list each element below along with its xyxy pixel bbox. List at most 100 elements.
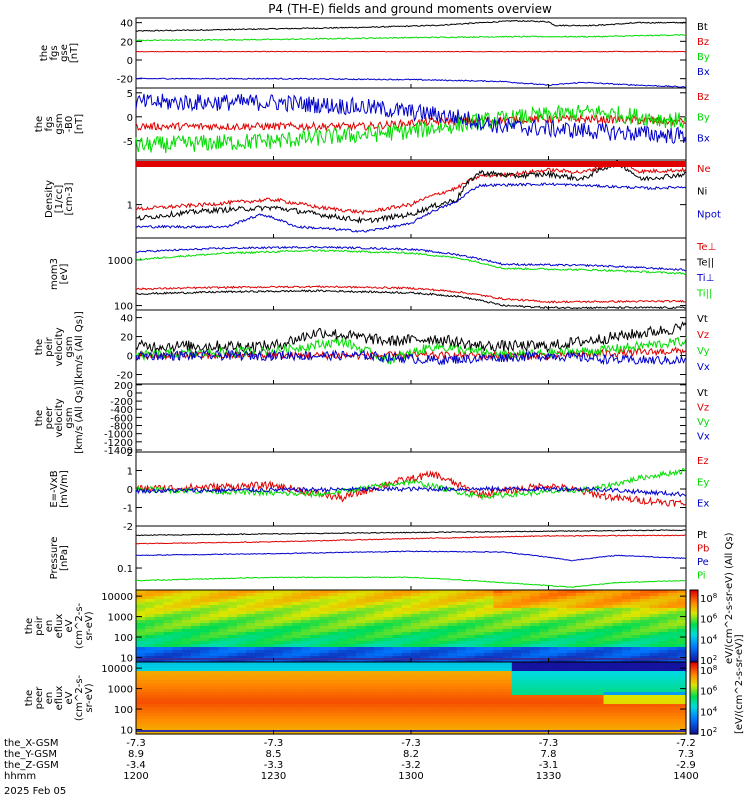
spectrogram-cell	[548, 692, 559, 696]
spectrogram-cell	[612, 629, 623, 633]
spectrogram-cell	[291, 698, 302, 702]
spectrogram-cell	[218, 719, 229, 723]
spectrogram-cell	[631, 638, 641, 642]
spectrogram-cell	[511, 698, 522, 702]
spectrogram-cell	[658, 614, 669, 618]
spectrogram-cell	[649, 617, 660, 621]
spectrogram-cell	[447, 728, 458, 732]
spectrogram-cell	[420, 698, 430, 702]
spectrogram-cell	[136, 659, 146, 663]
spectrogram-cell	[282, 722, 293, 726]
spectrogram-cell	[530, 731, 540, 735]
colorbar-tick: 108	[700, 664, 717, 677]
spectrogram-cell	[163, 677, 174, 681]
spectrogram-cell	[218, 674, 229, 678]
spectrogram-cell	[447, 707, 458, 711]
spectrogram-cell	[640, 647, 650, 651]
spectrogram-cell	[337, 722, 348, 726]
spectrogram-cell	[649, 638, 660, 642]
spectrogram-cell	[631, 617, 641, 621]
spectrogram-cell	[401, 704, 412, 708]
spectrogram-cell	[466, 731, 476, 735]
spectrogram-cell	[511, 638, 522, 642]
ytick-label: 5	[127, 89, 133, 100]
spectrogram-cell	[319, 647, 330, 651]
spectrogram-cell	[493, 650, 504, 654]
spectrogram-cell	[576, 683, 586, 687]
spectrogram-cell	[319, 608, 330, 612]
spectrogram-cell	[585, 653, 595, 657]
colorbar-cell	[690, 626, 698, 629]
panel-ylabel: [km/s (All Qs)]	[74, 311, 85, 383]
spectrogram-cell	[658, 602, 669, 606]
spectrogram-cell	[438, 719, 449, 723]
spectrogram-cell	[209, 719, 220, 723]
spectrogram-cell	[356, 653, 366, 657]
spectrogram-cell	[502, 602, 513, 606]
spectrogram-cell	[539, 671, 550, 675]
spectrogram-cell	[365, 698, 375, 702]
spectrogram-cell	[246, 692, 256, 696]
spectrogram-cell	[475, 707, 485, 711]
spectrogram-cell	[392, 677, 403, 681]
spectrogram-cell	[576, 662, 586, 666]
spectrogram-cell	[264, 653, 275, 657]
spectrogram-cell	[530, 695, 540, 699]
colorbar-cell	[690, 678, 698, 681]
spectrogram-cell	[392, 701, 403, 705]
legend-label: Pe	[697, 557, 709, 568]
spectrogram-cell	[447, 602, 458, 606]
spectrogram-cell	[365, 617, 375, 621]
spectrogram-cell	[548, 731, 559, 735]
spectrogram-cell	[612, 677, 623, 681]
spectrogram-cell	[209, 659, 220, 663]
spectrogram-cell	[603, 650, 614, 654]
spectrogram-cell	[328, 665, 339, 669]
spectrogram-cell	[291, 707, 302, 711]
spectrogram-cell	[676, 608, 687, 612]
spectrogram-cell	[557, 677, 568, 681]
series-line-Ez	[135, 470, 687, 507]
spectrogram-cell	[557, 614, 568, 618]
spectrogram-cell	[383, 593, 394, 597]
spectrogram-cell	[282, 641, 293, 645]
spectrogram-cell	[511, 680, 522, 684]
spectrogram-cell	[136, 692, 146, 696]
spectrogram-cell	[456, 653, 467, 657]
spectrogram-cell	[172, 614, 183, 618]
spectrogram-cell	[310, 677, 320, 681]
spectrogram-cell	[291, 716, 302, 720]
colorbar-tick: 104	[700, 705, 718, 718]
spectrogram-cell	[328, 653, 339, 657]
spectrogram-cell	[236, 704, 247, 708]
spectrogram-cell	[209, 722, 220, 726]
spectrogram-cell	[502, 659, 513, 663]
spectrogram-cell	[282, 710, 293, 714]
spectrogram-cell	[218, 614, 229, 618]
spectrogram-cell	[319, 725, 330, 729]
spectrogram-cell	[594, 593, 605, 597]
spectrogram-cell	[447, 656, 458, 660]
spectrogram-cell	[502, 707, 513, 711]
spectrogram-cell	[603, 674, 614, 678]
spectrogram-cell	[209, 626, 220, 630]
spectrogram-cell	[557, 647, 568, 651]
spectrogram-cell	[172, 632, 183, 636]
spectrogram-cell	[401, 725, 412, 729]
spectrogram-cell	[200, 590, 210, 594]
spectrogram-cell	[484, 662, 495, 666]
spectrogram-cell	[310, 662, 320, 666]
spectrogram-cell	[466, 608, 476, 612]
legend-label: Npot	[697, 209, 721, 220]
spectrogram-cell	[246, 674, 256, 678]
spectrogram-cell	[383, 611, 394, 615]
spectrogram-cell	[356, 716, 366, 720]
spectrogram-cell	[511, 689, 522, 693]
spectrogram-cell	[374, 596, 385, 600]
spectrogram-cell	[236, 641, 247, 645]
colorbar-cell	[690, 725, 698, 728]
spectrogram-cell	[209, 683, 220, 687]
spectrogram-cell	[383, 686, 394, 690]
spectrogram-cell	[191, 644, 201, 648]
